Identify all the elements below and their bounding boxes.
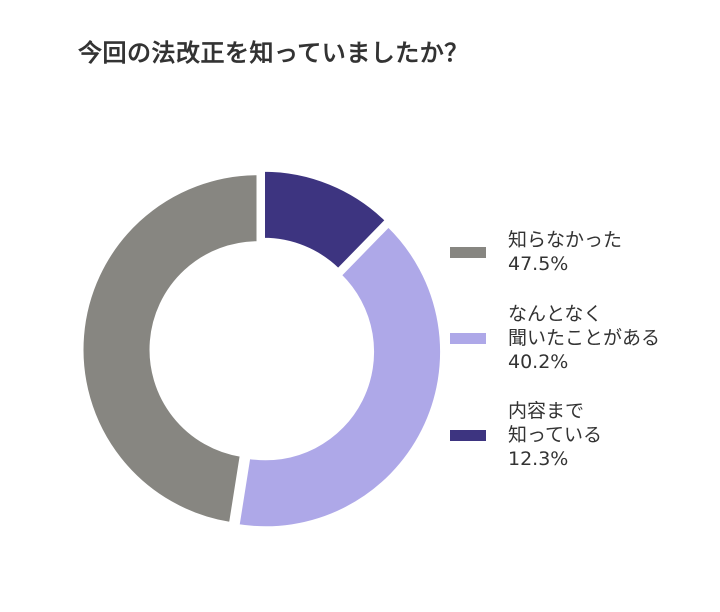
- legend-label-line1: なんとなく: [508, 303, 603, 325]
- legend-label-line2: 知っている: [508, 424, 603, 446]
- chart-title: 今回の法改正を知っていましたか？: [78, 39, 469, 67]
- legend-value: 12.3%: [508, 448, 569, 470]
- legend-swatch-lavender: [450, 332, 486, 344]
- legend-value: 47.5%: [508, 253, 569, 275]
- legend-value: 40.2%: [508, 351, 569, 373]
- legend-label: 知らなかった: [508, 229, 623, 251]
- legend-item-did-not-know: 知らなかった 47.5%: [450, 228, 622, 276]
- slice-knew-details: [262, 168, 389, 272]
- legend-swatch-navy: [450, 429, 486, 441]
- legend-item-knew-details: 内容まで 知っている 12.3%: [450, 399, 602, 471]
- donut-slices: [80, 168, 444, 530]
- legend-label-line1: 内容まで: [508, 400, 585, 422]
- legend-swatch-gray: [450, 246, 486, 258]
- slice-vaguely-heard: [236, 223, 444, 530]
- legend-label-line2: 聞いたことがある: [508, 327, 661, 349]
- legend-item-vaguely-heard: なんとなく 聞いたことがある 40.2%: [450, 302, 660, 374]
- slice-did-not-know: [80, 172, 260, 526]
